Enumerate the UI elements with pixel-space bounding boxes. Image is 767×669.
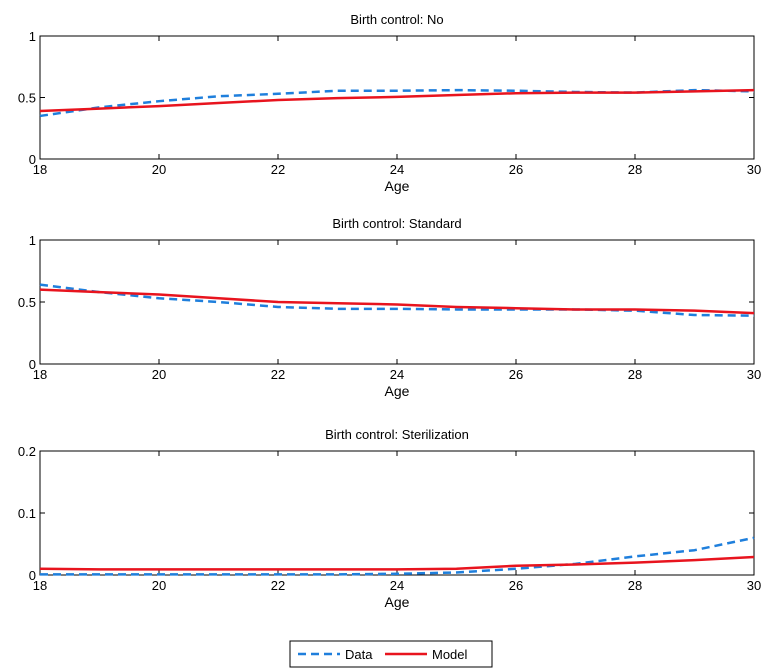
x-tick-label: 26 (509, 162, 523, 177)
x-tick-label: 22 (271, 367, 285, 382)
model-series-line (39, 88, 755, 113)
x-tick-label: 22 (271, 162, 285, 177)
x-tick-label: 24 (390, 578, 404, 593)
x-tick-label: 22 (271, 578, 285, 593)
data-series-line (39, 88, 755, 118)
x-tick-label: 18 (33, 578, 47, 593)
x-axis-label: Age (385, 178, 410, 194)
data-series-line (40, 536, 755, 576)
legend-label-model: Model (432, 647, 468, 662)
y-tick-label: 0.1 (18, 506, 36, 521)
x-tick-label: 30 (747, 367, 761, 382)
panel-title: Birth control: Sterilization (325, 427, 469, 442)
model-series-line (39, 555, 755, 571)
plot-area-frame (39, 239, 755, 365)
y-tick-label: 0 (29, 568, 36, 583)
model-series-line (39, 288, 755, 315)
panel-title: Birth control: Standard (332, 216, 461, 231)
x-tick-label: 24 (390, 367, 404, 382)
plot-area-frame (39, 450, 755, 576)
chart-panel: 18 20 22 24 26 28 30 0 0.5 1 Birth control: Standa… (18, 216, 761, 399)
x-tick-label: 26 (509, 578, 523, 593)
legend: Data Model (289, 640, 493, 668)
y-tick-label: 0 (29, 152, 36, 167)
y-tick-label: 0 (29, 357, 36, 372)
x-tick-label: 18 (33, 162, 47, 177)
chart-panel: 18 20 22 24 26 28 30 0 0.1 0.2 Birth control: Ster… (18, 427, 761, 610)
x-tick-label: 26 (509, 367, 523, 382)
x-tick-label: 30 (747, 578, 761, 593)
legend-label-data: Data (345, 647, 373, 662)
x-tick-label: 20 (152, 162, 166, 177)
y-tick-label: 0.5 (18, 295, 36, 310)
panel-title: Birth control: No (350, 12, 443, 27)
x-tick-label: 24 (390, 162, 404, 177)
chart-panel: 18 20 22 24 26 28 30 0 0.5 1 Birth control: No Age (18, 12, 761, 194)
x-tick-label: 28 (628, 162, 642, 177)
y-tick-label: 1 (29, 29, 36, 44)
x-tick-label: 28 (628, 367, 642, 382)
x-tick-label: 30 (747, 162, 761, 177)
x-tick-label: 20 (152, 367, 166, 382)
y-tick-label: 1 (29, 233, 36, 248)
y-tick-label: 0.2 (18, 444, 36, 459)
y-tick-label: 0.5 (18, 91, 36, 106)
x-axis-label: Age (385, 594, 410, 610)
data-series-line (39, 283, 755, 317)
x-tick-label: 18 (33, 367, 47, 382)
x-tick-label: 20 (152, 578, 166, 593)
x-axis-label: Age (385, 383, 410, 399)
x-tick-label: 28 (628, 578, 642, 593)
